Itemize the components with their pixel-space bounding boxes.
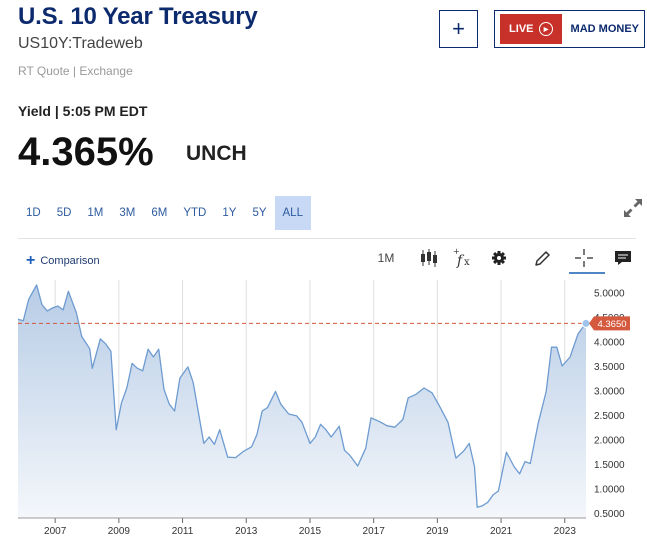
page-title: U.S. 10 Year Treasury xyxy=(18,3,258,30)
promo-label: MAD MONEY xyxy=(570,23,639,35)
x-tick-label: 2023 xyxy=(554,526,577,537)
x-tick-label: 2009 xyxy=(108,526,131,537)
chart-period-button[interactable]: 1M xyxy=(377,251,395,265)
live-promo-button[interactable]: LIVE ▶ MAD MONEY xyxy=(494,10,645,48)
pencil-icon[interactable] xyxy=(533,247,553,269)
chart-panel xyxy=(18,238,636,538)
current-value-label: 4.3650 xyxy=(597,319,626,330)
x-tick-label: 2015 xyxy=(299,526,322,537)
y-tick-label: 5.0000 xyxy=(594,288,625,299)
range-3m[interactable]: 3M xyxy=(119,207,136,219)
price-change: UNCH xyxy=(186,142,247,165)
function-icon[interactable]: + f x xyxy=(452,247,474,269)
range-1m[interactable]: 1M xyxy=(87,207,104,219)
symbol-label: US10Y:Tradeweb xyxy=(18,35,143,52)
range-5y[interactable]: 5Y xyxy=(252,207,267,219)
y-tick-label: 1.0000 xyxy=(594,485,625,496)
series-line xyxy=(17,284,587,508)
x-tick-label: 2021 xyxy=(490,526,513,537)
y-tick-label: 2.0000 xyxy=(594,435,625,446)
x-tick-label: 2013 xyxy=(235,526,258,537)
quote-source: RT Quote | Exchange xyxy=(18,64,133,78)
price-value: 4.365% xyxy=(18,130,154,174)
svg-text:f: f xyxy=(456,253,465,269)
comment-icon[interactable] xyxy=(613,247,633,269)
live-label: LIVE xyxy=(509,23,534,35)
comparison-label: Comparison xyxy=(40,255,100,267)
svg-text:+: + xyxy=(453,247,460,256)
gear-icon[interactable] xyxy=(489,247,509,269)
y-tick-label: 3.5000 xyxy=(594,362,625,373)
svg-text:x: x xyxy=(464,257,470,268)
current-value-tag xyxy=(589,316,630,331)
y-tick-label: 2.5000 xyxy=(594,411,625,422)
range-1d[interactable]: 1D xyxy=(26,207,41,219)
expand-icon[interactable] xyxy=(622,197,644,219)
x-tick-label: 2019 xyxy=(426,526,449,537)
yield-timestamp: Yield | 5:05 PM EDT xyxy=(18,103,148,119)
x-tick-label: 2011 xyxy=(172,526,194,537)
add-to-watchlist-button[interactable]: + xyxy=(439,10,478,48)
range-selector: 1D 5D 1M 3M 6M YTD 1Y 5Y ALL xyxy=(18,196,311,230)
x-tick-label: 2017 xyxy=(363,526,386,537)
y-tick-label: 0.5000 xyxy=(594,509,625,520)
current-value-marker xyxy=(581,318,591,328)
range-6m[interactable]: 6M xyxy=(151,207,168,219)
y-tick-label: 1.5000 xyxy=(594,460,625,471)
crosshair-icon[interactable] xyxy=(573,247,595,269)
y-tick-label: 4.0000 xyxy=(594,337,625,348)
range-1y[interactable]: 1Y xyxy=(222,207,237,219)
play-icon: ▶ xyxy=(538,22,553,36)
range-ytd[interactable]: YTD xyxy=(183,207,207,219)
range-5d[interactable]: 5D xyxy=(56,207,72,219)
plus-icon: + xyxy=(26,252,36,269)
range-all[interactable]: ALL xyxy=(274,196,311,230)
live-badge: LIVE ▶ xyxy=(500,14,562,44)
plus-icon: + xyxy=(452,16,465,41)
comparison-button[interactable]: + Comparison xyxy=(26,253,100,269)
series-area xyxy=(18,284,586,518)
active-tool-indicator xyxy=(569,272,605,274)
candlestick-icon[interactable] xyxy=(418,247,440,269)
x-tick-label: 2007 xyxy=(44,526,67,537)
y-tick-label: 3.0000 xyxy=(594,386,625,397)
